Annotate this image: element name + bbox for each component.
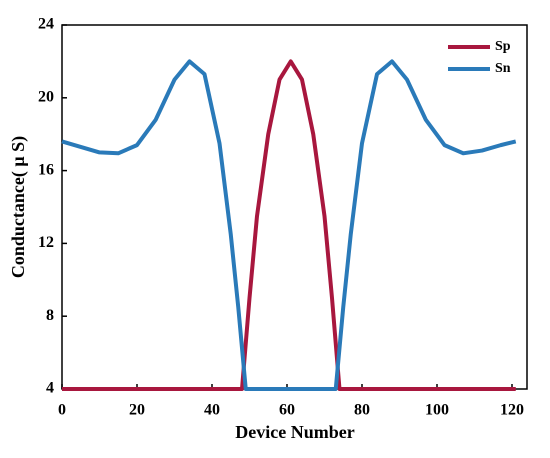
line-series: [61, 59, 517, 391]
legend-label: Sn: [495, 61, 511, 76]
legend-label: Sp: [495, 39, 511, 54]
y-tick-label: 12: [38, 234, 54, 251]
y-tick-label: 16: [38, 161, 54, 178]
x-axis-label: Device Number: [235, 422, 354, 442]
x-tick-label: 120: [500, 402, 524, 419]
x-tick-label: 0: [58, 402, 66, 419]
x-tick-label: 80: [354, 402, 370, 419]
y-tick-label: 20: [38, 88, 54, 105]
y-axis-label: Conductance( μ S): [8, 136, 29, 278]
plot-frame: [61, 24, 528, 390]
x-tick-label: 60: [279, 402, 295, 419]
y-tick-label: 24: [38, 16, 54, 33]
y-tick-label: 4: [46, 380, 54, 397]
x-tick-label: 20: [129, 402, 145, 419]
line-series: [62, 59, 516, 391]
y-tick-label: 8: [46, 307, 54, 324]
x-tick-label: 40: [204, 402, 220, 419]
x-tick-label: 100: [425, 402, 449, 419]
